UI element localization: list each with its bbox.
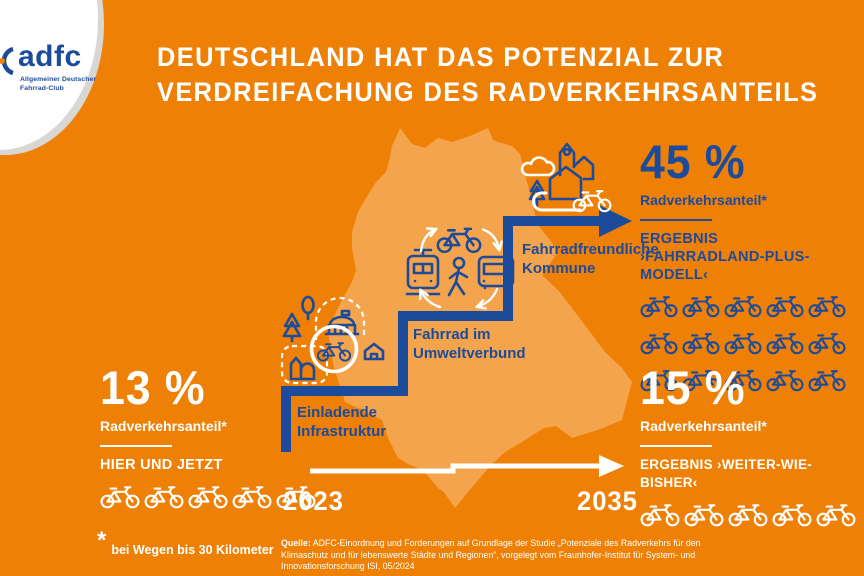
stat-plus-label: Radverkehrsanteil* xyxy=(640,192,767,208)
bike-icon xyxy=(684,501,724,527)
bike-tram-bus-pedestrian-cycle-icon xyxy=(405,224,515,316)
bike-icon xyxy=(640,501,680,527)
step-label-einladende-infrastruktur: Einladende Infrastruktur xyxy=(297,403,386,441)
footnote-asterisk: * xyxy=(97,527,107,554)
stat-bau-value: 15 % xyxy=(640,361,746,414)
staircase-arrow xyxy=(281,205,632,452)
stat-block-weiter-wie-bisher: 15 % Radverkehrsanteil* ERGEBNIS ›WEITER… xyxy=(640,364,864,527)
stat-now-value: 13 % xyxy=(100,361,206,414)
page-title-line1: DEUTSCHLAND HAT DAS POTENZIAL ZUR xyxy=(157,42,725,72)
source-label: Quelle: xyxy=(281,538,311,548)
timeline-year-start: 2023 xyxy=(283,486,344,516)
page-title-line2: VERDREIFACHUNG DES RADVERKEHRSANTEILS xyxy=(157,77,819,107)
page-title: DEUTSCHLAND HAT DAS POTENZIAL ZUR VERDRE… xyxy=(157,40,818,110)
adfc-logo-subtitle: Allgemeiner Deutscher Fahrrad-Club xyxy=(20,76,96,93)
stat-bau-label: Radverkehrsanteil* xyxy=(640,418,767,434)
divider-line xyxy=(640,445,712,447)
bike-icon xyxy=(728,501,768,527)
step2-line2: Umweltverbund xyxy=(413,345,526,362)
timeline-arrow xyxy=(310,455,624,477)
bike-icon xyxy=(724,330,762,355)
stat-plus-scenario-line1: ERGEBNIS xyxy=(640,231,719,247)
source-text: ADFC-Einordnung und Forderungen auf Grun… xyxy=(281,538,701,571)
stat-bau-bike-row xyxy=(640,501,864,527)
timeline-year-end: 2035 xyxy=(577,486,638,516)
bike-icon xyxy=(640,293,678,318)
step3-line2: Kommune xyxy=(522,260,596,277)
bike-icon xyxy=(188,483,228,509)
bike-icon xyxy=(724,293,762,318)
bike-icon xyxy=(640,330,678,355)
step-label-fahrradfreundliche-kommune: Fahrradfreundliche Kommune xyxy=(522,240,659,278)
divider-line xyxy=(640,219,712,221)
bike-icon xyxy=(682,293,720,318)
stat-block-plus-model: 45 % Radverkehrsanteil* ERGEBNIS ›FAHRRA… xyxy=(640,138,864,392)
bike-icon xyxy=(682,330,720,355)
stat-plus-bike-row-1 xyxy=(640,293,864,318)
bike-icon xyxy=(766,293,804,318)
stat-bau-scenario: ERGEBNIS ›WEITER-WIE-BISHER‹ xyxy=(640,457,813,490)
bike-icon xyxy=(816,501,856,527)
bike-icon xyxy=(232,483,272,509)
bike-in-town-network-icon xyxy=(280,295,385,385)
bike-icon xyxy=(100,483,140,509)
bike-icon xyxy=(766,330,804,355)
bike-icon xyxy=(808,330,846,355)
bike-icon xyxy=(144,483,184,509)
stat-now-label: Radverkehrsanteil* xyxy=(100,418,227,434)
step1-line2: Infrastruktur xyxy=(297,423,387,440)
divider-line xyxy=(100,445,172,447)
bike-friendly-town-icon xyxy=(520,142,612,213)
step-label-fahrrad-im-umweltverbund: Fahrrad im Umweltverbund xyxy=(413,325,526,363)
step3-line1: Fahrradfreundliche xyxy=(522,241,659,258)
stat-block-now: 13 % Radverkehrsanteil* HIER UND JETZT xyxy=(100,364,326,509)
bike-icon xyxy=(772,501,812,527)
bike-icon xyxy=(808,293,846,318)
footnote-text: bei Wegen bis 30 Kilometer xyxy=(111,543,274,557)
stat-plus-value: 45 % xyxy=(640,135,746,188)
adfc-wordmark: adfc xyxy=(18,40,82,73)
source-line: Quelle: ADFC-Einordnung und Forderungen … xyxy=(281,538,723,573)
stat-now-scenario: HIER UND JETZT xyxy=(100,457,223,473)
adfc-logo-mark-icon xyxy=(0,46,14,76)
stat-plus-scenario-line2: ›FAHRRADLAND-PLUS-MODELL‹ xyxy=(640,249,810,283)
adfc-logo-subtitle-line1: Allgemeiner Deutscher xyxy=(20,76,97,83)
footnote: * bei Wegen bis 30 Kilometer xyxy=(97,527,274,559)
stat-plus-bike-row-2 xyxy=(640,330,864,355)
adfc-logo-subtitle-line2: Fahrrad-Club xyxy=(20,84,64,92)
stat-plus-scenario: ERGEBNIS ›FAHRRADLAND-PLUS-MODELL‹ xyxy=(640,230,864,284)
step2-line1: Fahrrad im xyxy=(413,326,491,343)
step1-line1: Einladende xyxy=(297,404,378,421)
